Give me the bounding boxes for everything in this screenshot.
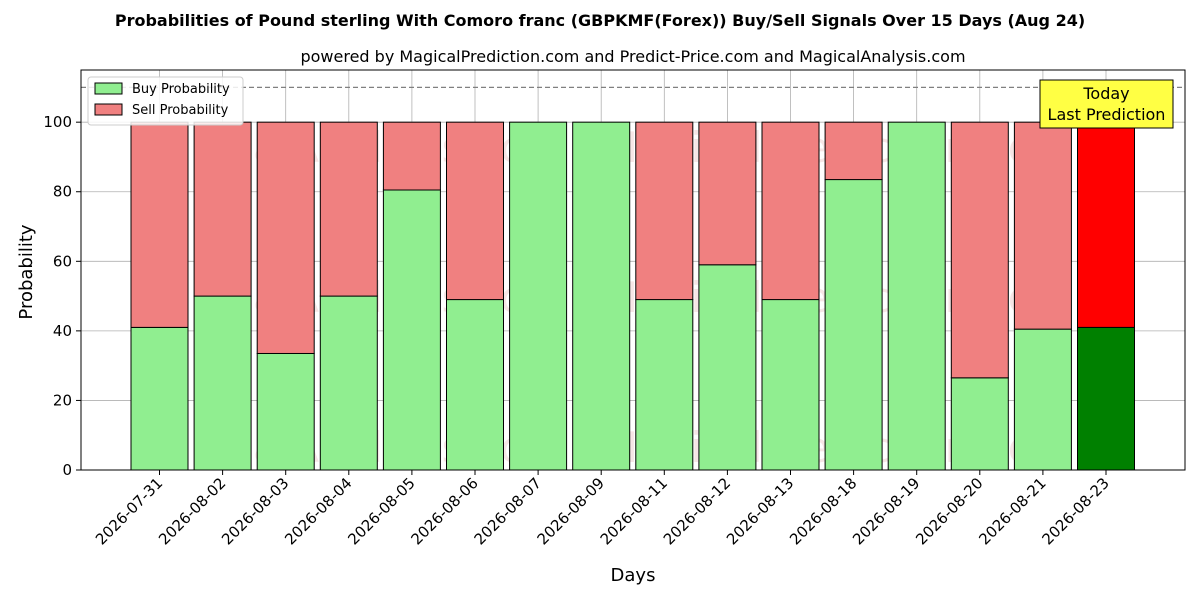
buy-bar [256,352,315,471]
buy-bar [509,121,568,471]
x-axis-label: Days [611,565,656,586]
annotation-text: Last Prediction [1048,105,1166,124]
bars-layer [130,121,1135,471]
annotation-box [1039,79,1174,129]
x-tick-label: 2026-08-03 [218,474,292,548]
buy-bar [572,121,631,471]
y-tick-label: 20 [53,391,72,409]
x-tick-label: 2026-08-02 [155,474,229,548]
y-tick-label: 60 [53,252,72,270]
x-tick-label: 2026-08-05 [344,474,418,548]
legend-entry: Sell Probability [132,103,229,118]
x-tick-label: 2026-07-31 [92,474,166,548]
sell-bar [1013,121,1072,330]
buy-bar [761,299,820,471]
buy-bar [193,295,252,471]
x-tick-label: 2026-08-07 [471,474,545,548]
buy-bar [887,121,946,471]
y-axis-label: Probability [16,224,37,319]
sell-bar [950,121,1009,379]
x-tick-label: 2026-08-23 [1038,474,1112,548]
sell-bar [824,121,883,181]
plot-frame [80,69,1186,471]
x-tick-label: 2026-08-18 [786,474,860,548]
x-tick-label: 2026-08-06 [407,474,481,548]
x-tick-label: 2026-08-11 [597,474,671,548]
x-tick-label: 2026-08-19 [849,474,923,548]
sell-bar [446,121,504,301]
sell-bar [319,121,378,297]
buy-bar [1077,326,1135,471]
x-tick-label: 2026-08-13 [723,474,797,548]
buy-bar [698,264,757,471]
sell-bar [635,121,694,301]
axes-layer [80,69,1186,471]
x-tick-label: 2026-08-04 [281,474,355,548]
buy-bar [446,299,504,471]
x-tick-label: 2026-08-21 [975,474,1049,548]
sell-bar [761,121,820,301]
x-tick-label: 2026-08-09 [534,474,608,548]
annotation-text: Today [1082,84,1129,103]
buy-bar [382,189,441,471]
buy-bar [950,377,1009,471]
y-tick-label: 100 [43,113,72,131]
y-tick-label: 40 [53,322,72,340]
buy-bar [824,179,883,471]
chart-title: Probabilities of Pound sterling With Com… [115,11,1085,30]
legend-entry: Buy Probability [132,82,230,97]
buy-bar [319,295,378,471]
x-tick-label: 2026-08-20 [912,474,986,548]
sell-bar [1077,121,1135,328]
sell-bar [382,121,441,191]
sell-bar [193,121,252,297]
legend-swatch [94,103,123,116]
today-annotation: Today Last Prediction [1039,79,1174,129]
buy-bar [635,299,694,471]
y-tick-label: 0 [62,461,72,479]
legend-swatch [94,82,123,95]
sell-bar [698,121,757,266]
sell-bar [130,121,189,328]
chart-subtitle: powered by MagicalPrediction.com and Pre… [300,47,965,66]
buy-bar [130,326,189,471]
legend-box [87,76,244,126]
y-tick-label: 80 [53,183,72,201]
x-tick-label: 2026-08-12 [660,474,734,548]
buy-bar [1013,328,1072,471]
legend: Buy Probability Sell Probability [87,76,244,126]
sell-bar [256,121,315,354]
